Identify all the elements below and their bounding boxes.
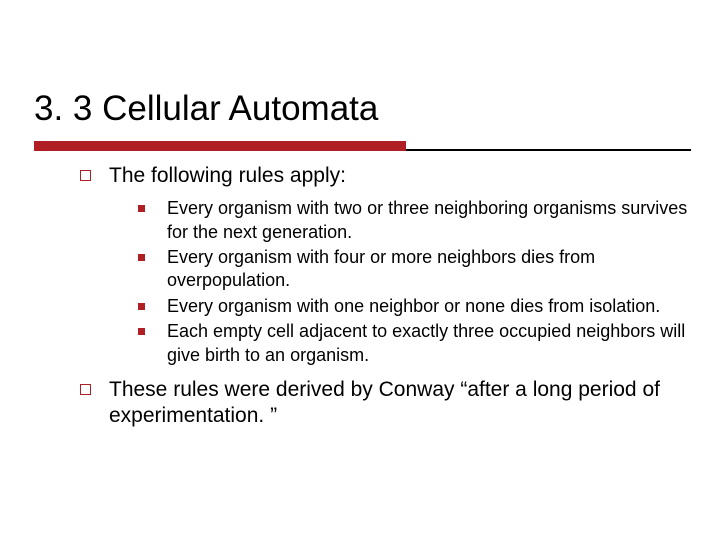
slide-title: 3. 3 Cellular Automata — [34, 90, 378, 129]
slide-body: The following rules apply: Every organis… — [80, 163, 688, 437]
list-item: The following rules apply: — [80, 163, 688, 189]
list-item: Every organism with four or more neighbo… — [138, 246, 688, 293]
list-item: These rules were derived by Conway “afte… — [80, 377, 688, 430]
list-item-text: Every organism with one neighbor or none… — [167, 295, 660, 318]
list-item: Every organism with two or three neighbo… — [138, 197, 688, 244]
list-item-text: Each empty cell adjacent to exactly thre… — [167, 320, 688, 367]
list-item-text: The following rules apply: — [109, 163, 346, 189]
list-item-text: These rules were derived by Conway “afte… — [109, 377, 688, 430]
square-bullet-icon — [80, 170, 91, 181]
title-underline-thick — [34, 141, 406, 151]
filled-square-bullet-icon — [138, 328, 145, 335]
filled-square-bullet-icon — [138, 254, 145, 261]
square-bullet-icon — [80, 384, 91, 395]
list-item: Each empty cell adjacent to exactly thre… — [138, 320, 688, 367]
filled-square-bullet-icon — [138, 205, 145, 212]
list-item: Every organism with one neighbor or none… — [138, 295, 688, 318]
list-item-text: Every organism with two or three neighbo… — [167, 197, 688, 244]
sublist: Every organism with two or three neighbo… — [138, 197, 688, 367]
slide: 3. 3 Cellular Automata The following rul… — [0, 0, 720, 540]
list-item-text: Every organism with four or more neighbo… — [167, 246, 688, 293]
title-underline-thin — [406, 149, 691, 151]
filled-square-bullet-icon — [138, 303, 145, 310]
